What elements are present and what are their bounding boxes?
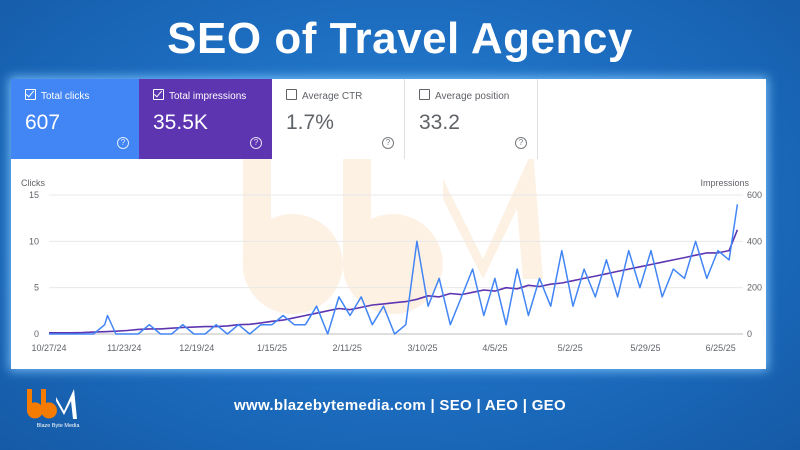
series-line-clicks — [49, 204, 739, 335]
metric-value: 1.7% — [286, 111, 334, 134]
metric-value: 35.5K — [153, 111, 208, 134]
help-icon[interactable]: ? — [250, 137, 262, 149]
x-tick-label: 1/15/25 — [257, 343, 287, 353]
checkbox-icon[interactable] — [25, 89, 36, 100]
x-tick-label: 3/10/25 — [407, 343, 437, 353]
metric-cards: Total clicks 607 ? Total impressions 35.… — [11, 79, 538, 159]
x-tick-label: 2/11/25 — [333, 343, 362, 353]
y-left-tick-label: 10 — [29, 236, 39, 246]
y-right-tick-label: 400 — [747, 236, 762, 246]
checkbox-icon[interactable] — [286, 89, 297, 100]
checkbox-icon[interactable] — [419, 89, 430, 100]
help-icon[interactable]: ? — [515, 137, 527, 149]
x-tick-label: 5/2/25 — [558, 343, 583, 353]
metric-card-total-clicks[interactable]: Total clicks 607 ? — [11, 79, 139, 159]
x-tick-label: 6/25/25 — [706, 343, 736, 353]
y-right-tick-label: 200 — [747, 283, 762, 293]
metric-value: 607 — [25, 111, 61, 134]
y-left-tick-label: 5 — [34, 283, 39, 293]
checkbox-icon[interactable] — [153, 89, 164, 100]
metric-card-total-impressions[interactable]: Total impressions 35.5K ? — [139, 79, 272, 159]
metric-card-average-ctr[interactable]: Average CTR 1.7% ? — [272, 79, 405, 159]
metric-value: 33.2 — [419, 111, 460, 134]
y-left-tick-label: 15 — [29, 190, 39, 200]
metric-label: Total clicks — [41, 91, 90, 102]
y-right-tick-label: 0 — [747, 329, 752, 339]
y-left-tick-label: 0 — [34, 329, 39, 339]
x-tick-label: 12/19/24 — [179, 343, 214, 353]
x-tick-label: 11/23/24 — [107, 343, 141, 353]
series-line-impressions — [49, 229, 739, 334]
metric-card-average-position[interactable]: Average position 33.2 ? — [405, 79, 538, 159]
help-icon[interactable]: ? — [117, 137, 129, 149]
x-tick-label: 4/5/25 — [482, 343, 507, 353]
metric-label: Average CTR — [302, 91, 363, 102]
logo-caption: Blaze Byte Media — [37, 423, 81, 429]
metric-label: Total impressions — [169, 91, 247, 102]
help-icon[interactable]: ? — [382, 137, 394, 149]
y-axis-left-title: Clicks — [21, 178, 45, 188]
y-axis-right-title: Impressions — [700, 178, 749, 188]
footer-links[interactable]: www.blazebytemedia.com | SEO | AEO | GEO — [234, 397, 566, 414]
search-console-panel: Total clicks 607 ? Total impressions 35.… — [11, 79, 766, 369]
y-right-tick-label: 600 — [747, 190, 762, 200]
x-tick-label: 5/29/25 — [630, 343, 660, 353]
performance-chart: Clicks Impressions 0 5 10 15 0 200 400 600 10/27… — [21, 178, 762, 353]
metric-label: Average position — [435, 91, 510, 102]
x-tick-label: 10/27/24 — [31, 343, 66, 353]
page-title: SEO of Travel Agency — [167, 14, 633, 63]
brand-logo: Blaze Byte Media — [26, 389, 81, 429]
